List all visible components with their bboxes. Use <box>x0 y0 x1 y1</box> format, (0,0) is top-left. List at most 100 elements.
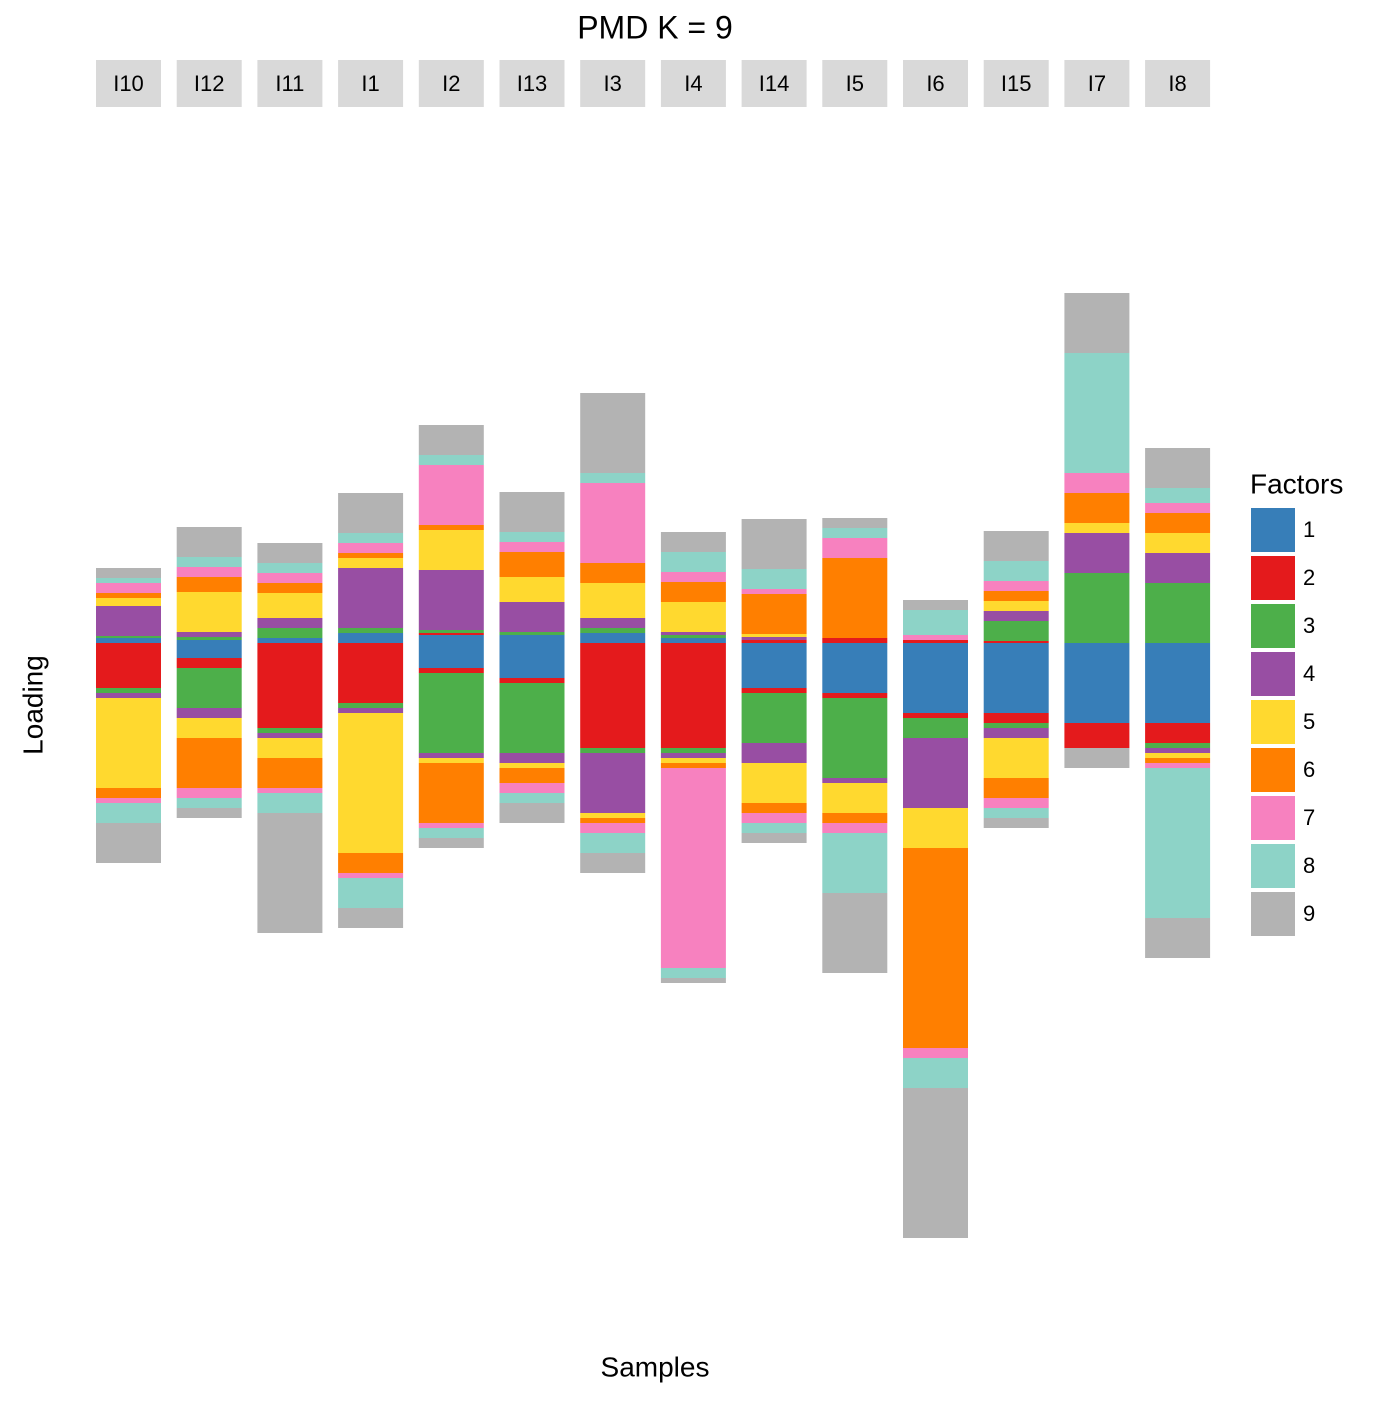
bar-segment <box>822 823 888 833</box>
bar-segment <box>903 1058 968 1088</box>
bar-segment <box>257 628 323 638</box>
legend-label: 4 <box>1303 661 1315 686</box>
bar-segment <box>660 763 726 768</box>
bar-segment <box>1145 918 1211 958</box>
legend-label: 1 <box>1303 517 1315 542</box>
bar-segment <box>741 693 807 743</box>
legend-label: 9 <box>1303 901 1315 926</box>
bar-segment <box>499 793 565 803</box>
bar-segment <box>1145 503 1211 513</box>
bar-segment <box>983 808 1049 818</box>
strip-background <box>903 60 968 107</box>
bar-segment <box>660 748 726 753</box>
bar-segment <box>660 638 726 643</box>
bar-segment <box>176 592 242 632</box>
bar-segment <box>499 492 565 532</box>
bar-segment <box>418 758 484 763</box>
strip-label: I4 <box>684 71 702 96</box>
bar-segment <box>903 808 968 848</box>
bar-segment <box>1145 533 1211 553</box>
bar-segment <box>499 577 565 602</box>
bar-segment <box>176 577 242 592</box>
bar-segment <box>822 693 888 698</box>
bar-segment <box>338 568 404 628</box>
bar-segment <box>903 640 968 643</box>
bar-segment <box>741 634 807 637</box>
strip-label: I13 <box>517 71 548 96</box>
y-axis-label: Loading <box>17 655 48 755</box>
bar-segment <box>660 635 726 638</box>
bar-segment <box>96 638 161 643</box>
chart-title: PMD K = 9 <box>577 9 733 45</box>
bar-segment <box>1064 573 1130 643</box>
bar-segment <box>96 803 161 823</box>
strip-label: I6 <box>926 71 944 96</box>
bar-segment <box>903 1088 968 1238</box>
bar-segment <box>1064 293 1130 353</box>
legend-swatch <box>1251 508 1295 552</box>
bar-segment <box>822 638 888 643</box>
bar-segment <box>1145 643 1211 723</box>
bar-segment <box>96 636 161 638</box>
bar-segment <box>660 768 726 968</box>
bar-segment <box>660 602 726 632</box>
bar-segment <box>1064 353 1130 473</box>
bar-segment <box>257 793 323 813</box>
bar-segment <box>418 465 484 525</box>
bar-segment <box>580 483 646 563</box>
bar-segment <box>418 633 484 635</box>
bar-segment <box>176 668 242 708</box>
bar-segment <box>1145 743 1211 748</box>
bar-segment <box>96 568 161 578</box>
bar-segment <box>499 753 565 763</box>
strip-background <box>660 60 726 107</box>
bar-segment <box>983 798 1049 808</box>
bar-segment <box>983 723 1049 728</box>
bar-segment <box>176 788 242 798</box>
bar-segment <box>983 738 1049 778</box>
bar-segment <box>338 633 404 643</box>
legend-swatch <box>1251 796 1295 840</box>
bar-segment <box>580 818 646 823</box>
strip-background <box>822 60 888 107</box>
bar-segment <box>660 643 726 748</box>
bar-segment <box>176 527 242 557</box>
bar-segment <box>176 557 242 567</box>
bar-segment <box>176 658 242 668</box>
bar-segment <box>660 758 726 763</box>
bar-segment <box>418 643 484 668</box>
bar-segment <box>1064 523 1130 533</box>
bar-segment <box>903 600 968 610</box>
bar-segment <box>418 838 484 848</box>
legend-swatch <box>1251 892 1295 936</box>
bar-segment <box>822 778 888 783</box>
bar-segment <box>741 823 807 833</box>
bar-segment <box>338 703 404 708</box>
bar-segment <box>257 563 323 573</box>
bar-segment <box>96 593 161 598</box>
bar-segment <box>1145 763 1211 768</box>
bar-segment <box>741 640 807 643</box>
bar-segment <box>338 493 404 533</box>
bar-segment <box>822 558 888 638</box>
bar-segment <box>338 878 404 908</box>
bar-segment <box>257 583 323 593</box>
bar-segment <box>338 553 404 558</box>
bar-segment <box>822 833 888 893</box>
bar-segment <box>257 813 323 933</box>
legend-swatch <box>1251 604 1295 648</box>
bar-segment <box>660 978 726 983</box>
bar-segment <box>903 635 968 640</box>
bar-segment <box>660 532 726 552</box>
bar-segment <box>418 753 484 758</box>
strip-label: I3 <box>604 71 622 96</box>
bar-segment <box>96 823 161 863</box>
bar-segment <box>660 582 726 602</box>
bar-segment <box>418 635 484 643</box>
strip-background <box>580 60 646 107</box>
bar-segment <box>96 578 161 583</box>
bar-segment <box>499 643 565 678</box>
bar-segment <box>580 583 646 618</box>
bar-segment <box>176 567 242 577</box>
